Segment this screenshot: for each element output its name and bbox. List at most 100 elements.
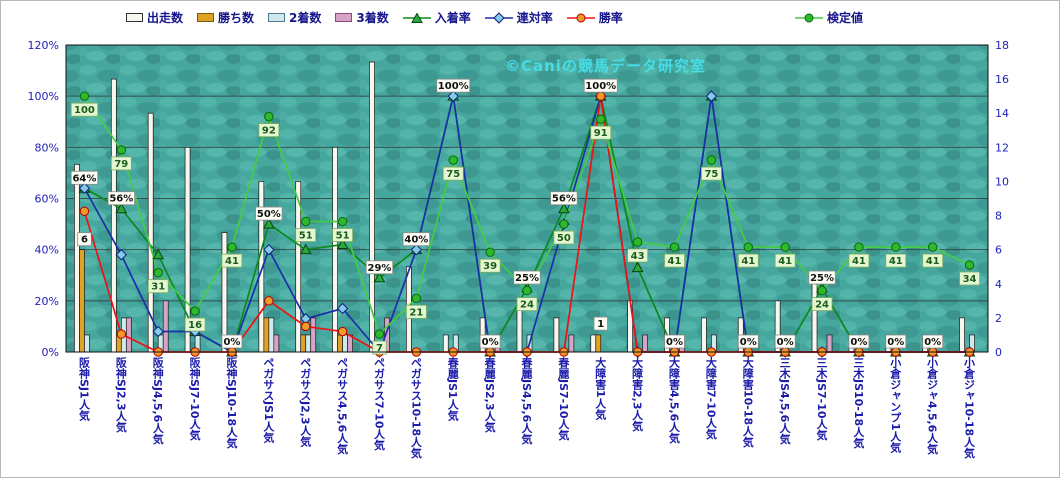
data-label: 0% [223,337,240,348]
y2-axis-tick: 2 [995,312,1002,325]
third-place-bar [273,334,280,353]
legend-bar-swatch-icon [335,13,353,22]
test-value-label: 51 [336,231,350,242]
starts-bar [811,283,818,353]
second-place-bar [305,334,312,353]
data-label: 56% [552,194,576,205]
legend-label: 連対率 [516,11,553,25]
place-rate-marker [558,202,570,214]
legend-bar-swatch-icon [197,13,215,22]
test-value-label-box [627,248,649,263]
y2-axis-tick: 0 [995,346,1002,359]
legend-bar-swatch-icon [126,13,143,22]
legend-label: 出走数 [147,11,184,25]
data-label: 25% [515,273,539,284]
data-label-box [513,270,541,285]
legend: 出走数 勝ち数 2着数 3着数 入着率 連対率 勝率 [126,9,623,26]
test-value-label-box [372,340,387,355]
place-rate-marker [262,218,275,229]
test-value-label: 92 [262,126,276,137]
y-axis-tick: 0% [42,346,59,359]
wins-bar [300,334,307,353]
data-label: 50% [257,209,281,220]
test-value-marker [632,237,643,247]
data-label-box [664,334,685,349]
test-value-label-box [221,253,243,268]
legend-label: 2着数 [289,11,322,25]
second-place-bar [342,334,348,353]
y-axis-tick: 40% [35,244,59,257]
quinella-rate-marker [115,249,128,261]
starts-bar [590,334,597,353]
y2-axis-tick: 8 [995,210,1002,223]
test-value-marker [227,242,237,252]
data-label: 100% [585,81,616,92]
data-label-box [77,232,92,247]
data-label-box [221,334,243,349]
test-value-label-box [516,297,538,312]
test-value-label-box [922,253,944,268]
starts-bar [553,317,560,353]
test-value-label: 91 [594,128,608,139]
legend-test-value: 検定値 [795,9,863,26]
test-value-marker [301,216,311,227]
test-value-marker [854,242,864,252]
test-value-label: 24 [520,300,534,311]
test-value-label: 43 [631,251,645,262]
quinella-rate-marker [705,90,718,102]
test-value-label: 41 [741,256,755,267]
test-value-label: 75 [446,169,460,180]
data-label-box [107,191,135,206]
y2-axis-tick: 12 [995,141,1009,154]
test-value-marker [153,267,163,278]
data-label-box [737,334,759,349]
second-place-bar [84,334,90,353]
place-rate-marker [631,261,644,273]
legend-label: 検定値 [827,11,864,25]
test-value-marker [337,216,348,227]
y2-axis-tick: 4 [995,278,1002,291]
test-value-label-box [70,102,99,117]
test-value-marker [522,285,532,296]
test-value-marker [374,329,385,339]
legend-item-7: 検定値 [795,9,863,26]
third-place-bar [642,334,648,353]
test-value-marker [964,260,975,270]
test-value-marker [706,155,717,165]
starts-bar [221,232,228,353]
test-value-marker [559,219,569,229]
third-place-bar [310,317,317,353]
y-axis-tick: 120% [28,39,59,52]
data-label: 25% [810,273,834,284]
data-label: 0% [740,337,757,348]
third-place-bar [162,300,169,353]
legend-line-marker-icon [402,11,431,24]
test-value-label-box [701,166,722,181]
test-value-label: 75 [704,169,718,180]
legend-item-5: 連対率 [484,9,553,26]
legend-item-3: 3着数 [335,9,389,26]
wins-bar [337,334,343,353]
test-value-label-box [184,317,206,332]
test-value-label: 41 [852,256,866,267]
test-value-label: 79 [114,159,128,170]
win-rate-marker [79,206,90,216]
test-value-label: 41 [889,256,903,267]
data-label-box [848,334,870,349]
test-value-label: 41 [668,256,682,267]
y2-axis-tick: 16 [995,73,1009,86]
test-value-label: 7 [376,343,383,354]
y2-axis-tick: 10 [995,175,1009,188]
legend-item-6: 勝率 [566,9,623,26]
data-label: 0% [850,337,867,348]
third-place-bar [568,334,575,353]
watermark: ©Caniの競馬データ研究室 [505,57,706,75]
test-value-marker [596,114,606,124]
test-value-label-box [442,166,464,181]
place-rate-marker [115,202,128,214]
win-rate-marker [337,326,348,337]
data-label: 56% [109,194,133,205]
test-value-marker [891,242,901,252]
test-value-label-box [553,230,575,245]
data-label: 1 [597,319,604,330]
